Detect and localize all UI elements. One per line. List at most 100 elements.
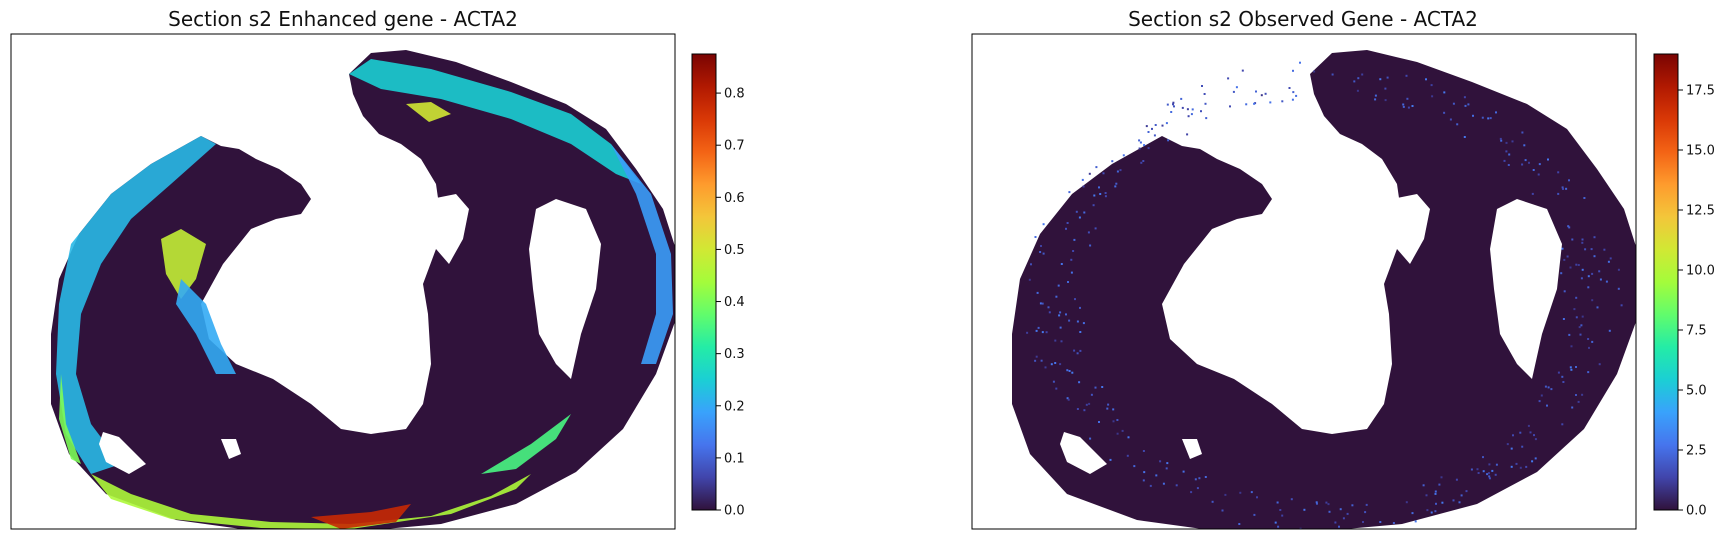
expression-speck xyxy=(1550,388,1553,391)
expression-speck xyxy=(1057,284,1060,287)
expression-speck xyxy=(1180,97,1183,100)
expression-speck xyxy=(1505,141,1508,144)
expression-speck xyxy=(1562,187,1564,190)
expression-speck xyxy=(1095,166,1098,169)
tissue-gap xyxy=(1182,439,1202,459)
expression-speck xyxy=(1229,105,1231,108)
expression-speck xyxy=(1591,272,1594,275)
expression-region xyxy=(161,229,206,299)
expression-speck xyxy=(1463,96,1466,99)
expression-speck xyxy=(1067,398,1070,401)
expression-speck xyxy=(1578,326,1581,329)
expression-speck xyxy=(1452,499,1455,502)
colorbar-tick-label: 0.6 xyxy=(724,191,745,206)
expression-speck xyxy=(1524,159,1527,162)
expression-speck xyxy=(1068,191,1071,194)
colorbar-enhanced: 0.0 0.1 0.2 0.3 0.4 0.5 0.6 0.7 0.8 xyxy=(691,53,745,519)
expression-speck xyxy=(1292,91,1295,94)
expression-speck xyxy=(1155,474,1158,477)
expression-speck xyxy=(1068,319,1071,322)
expression-speck xyxy=(1173,105,1175,108)
expression-speck xyxy=(1277,525,1280,528)
expression-speck xyxy=(1291,98,1294,101)
expression-speck xyxy=(1227,77,1230,80)
expression-speck xyxy=(1506,443,1509,446)
expression-speck xyxy=(1407,106,1410,109)
expression-speck xyxy=(1269,101,1272,104)
expression-speck xyxy=(1495,111,1497,114)
expression-speck xyxy=(1054,339,1057,342)
expression-speck xyxy=(1287,530,1289,532)
expression-speck xyxy=(1034,359,1037,362)
expression-speck xyxy=(1182,470,1185,473)
expression-speck xyxy=(1059,311,1062,314)
expression-speck xyxy=(1470,468,1473,471)
expression-speck xyxy=(1104,192,1107,194)
expression-speck xyxy=(1044,366,1047,369)
tissue-gap xyxy=(1364,349,1374,379)
colorbar-tick-label: 0.0 xyxy=(724,504,745,519)
expression-speck xyxy=(1186,108,1189,111)
expression-speck xyxy=(1037,326,1040,329)
expression-speck xyxy=(1588,346,1590,349)
expression-speck xyxy=(1292,69,1294,72)
expression-speck xyxy=(1045,331,1048,334)
tissue-section xyxy=(1012,50,1636,529)
expression-speck xyxy=(1575,263,1578,266)
expression-speck xyxy=(1575,296,1578,299)
expression-speck xyxy=(1191,108,1194,111)
expression-speck xyxy=(1127,436,1130,439)
expression-speck xyxy=(1529,431,1532,434)
expression-speck xyxy=(1299,527,1302,529)
expression-speck xyxy=(1235,86,1238,89)
expression-speck xyxy=(1196,487,1199,490)
expression-speck xyxy=(1065,227,1067,230)
expression-speck xyxy=(1165,122,1168,125)
expression-speck xyxy=(1167,139,1170,142)
colorbar-tick-label: 0.1 xyxy=(724,451,745,466)
expression-speck xyxy=(1041,331,1044,334)
expression-speck xyxy=(1166,103,1169,106)
colorbar-tick-label: 0.0 xyxy=(1686,504,1707,519)
expression-speck xyxy=(1070,258,1073,261)
expression-speck xyxy=(1374,94,1377,97)
expression-speck xyxy=(1151,127,1153,130)
expression-speck xyxy=(1581,238,1584,241)
expression-speck xyxy=(1440,476,1443,479)
tissue-plot-observed xyxy=(1012,50,1636,532)
expression-speck xyxy=(1570,345,1573,348)
expression-speck xyxy=(1591,299,1594,302)
expression-region xyxy=(406,102,451,122)
expression-speck xyxy=(1482,456,1484,459)
expression-speck xyxy=(1491,469,1494,472)
expression-speck xyxy=(1143,471,1146,474)
expression-speck xyxy=(1430,511,1433,514)
expression-speck xyxy=(1357,77,1360,80)
expression-speck xyxy=(1047,306,1050,309)
expression-speck xyxy=(1075,210,1078,213)
expression-speck xyxy=(1112,420,1115,423)
expression-speck xyxy=(1617,268,1620,271)
expression-speck xyxy=(1099,193,1102,195)
expression-speck xyxy=(1547,386,1550,389)
expression-speck xyxy=(1577,264,1580,266)
expression-speck xyxy=(1434,490,1437,493)
expression-speck xyxy=(1334,521,1337,524)
expression-speck xyxy=(1081,178,1084,181)
expression-speck xyxy=(1116,432,1119,435)
expression-speck xyxy=(1563,290,1566,293)
expression-speck xyxy=(1059,326,1062,329)
expression-speck xyxy=(1328,510,1331,513)
expression-speck xyxy=(1313,70,1316,73)
expression-speck xyxy=(1581,315,1584,318)
expression-speck xyxy=(1133,465,1136,468)
expression-speck xyxy=(1587,371,1590,374)
expression-speck xyxy=(1456,123,1459,126)
expression-speck xyxy=(1039,302,1042,305)
expression-speck xyxy=(1561,186,1564,189)
expression-speck xyxy=(1525,465,1528,468)
expression-speck xyxy=(1162,482,1165,485)
expression-speck xyxy=(1527,424,1530,427)
expression-speck xyxy=(1557,371,1560,374)
expression-speck xyxy=(1406,97,1409,100)
